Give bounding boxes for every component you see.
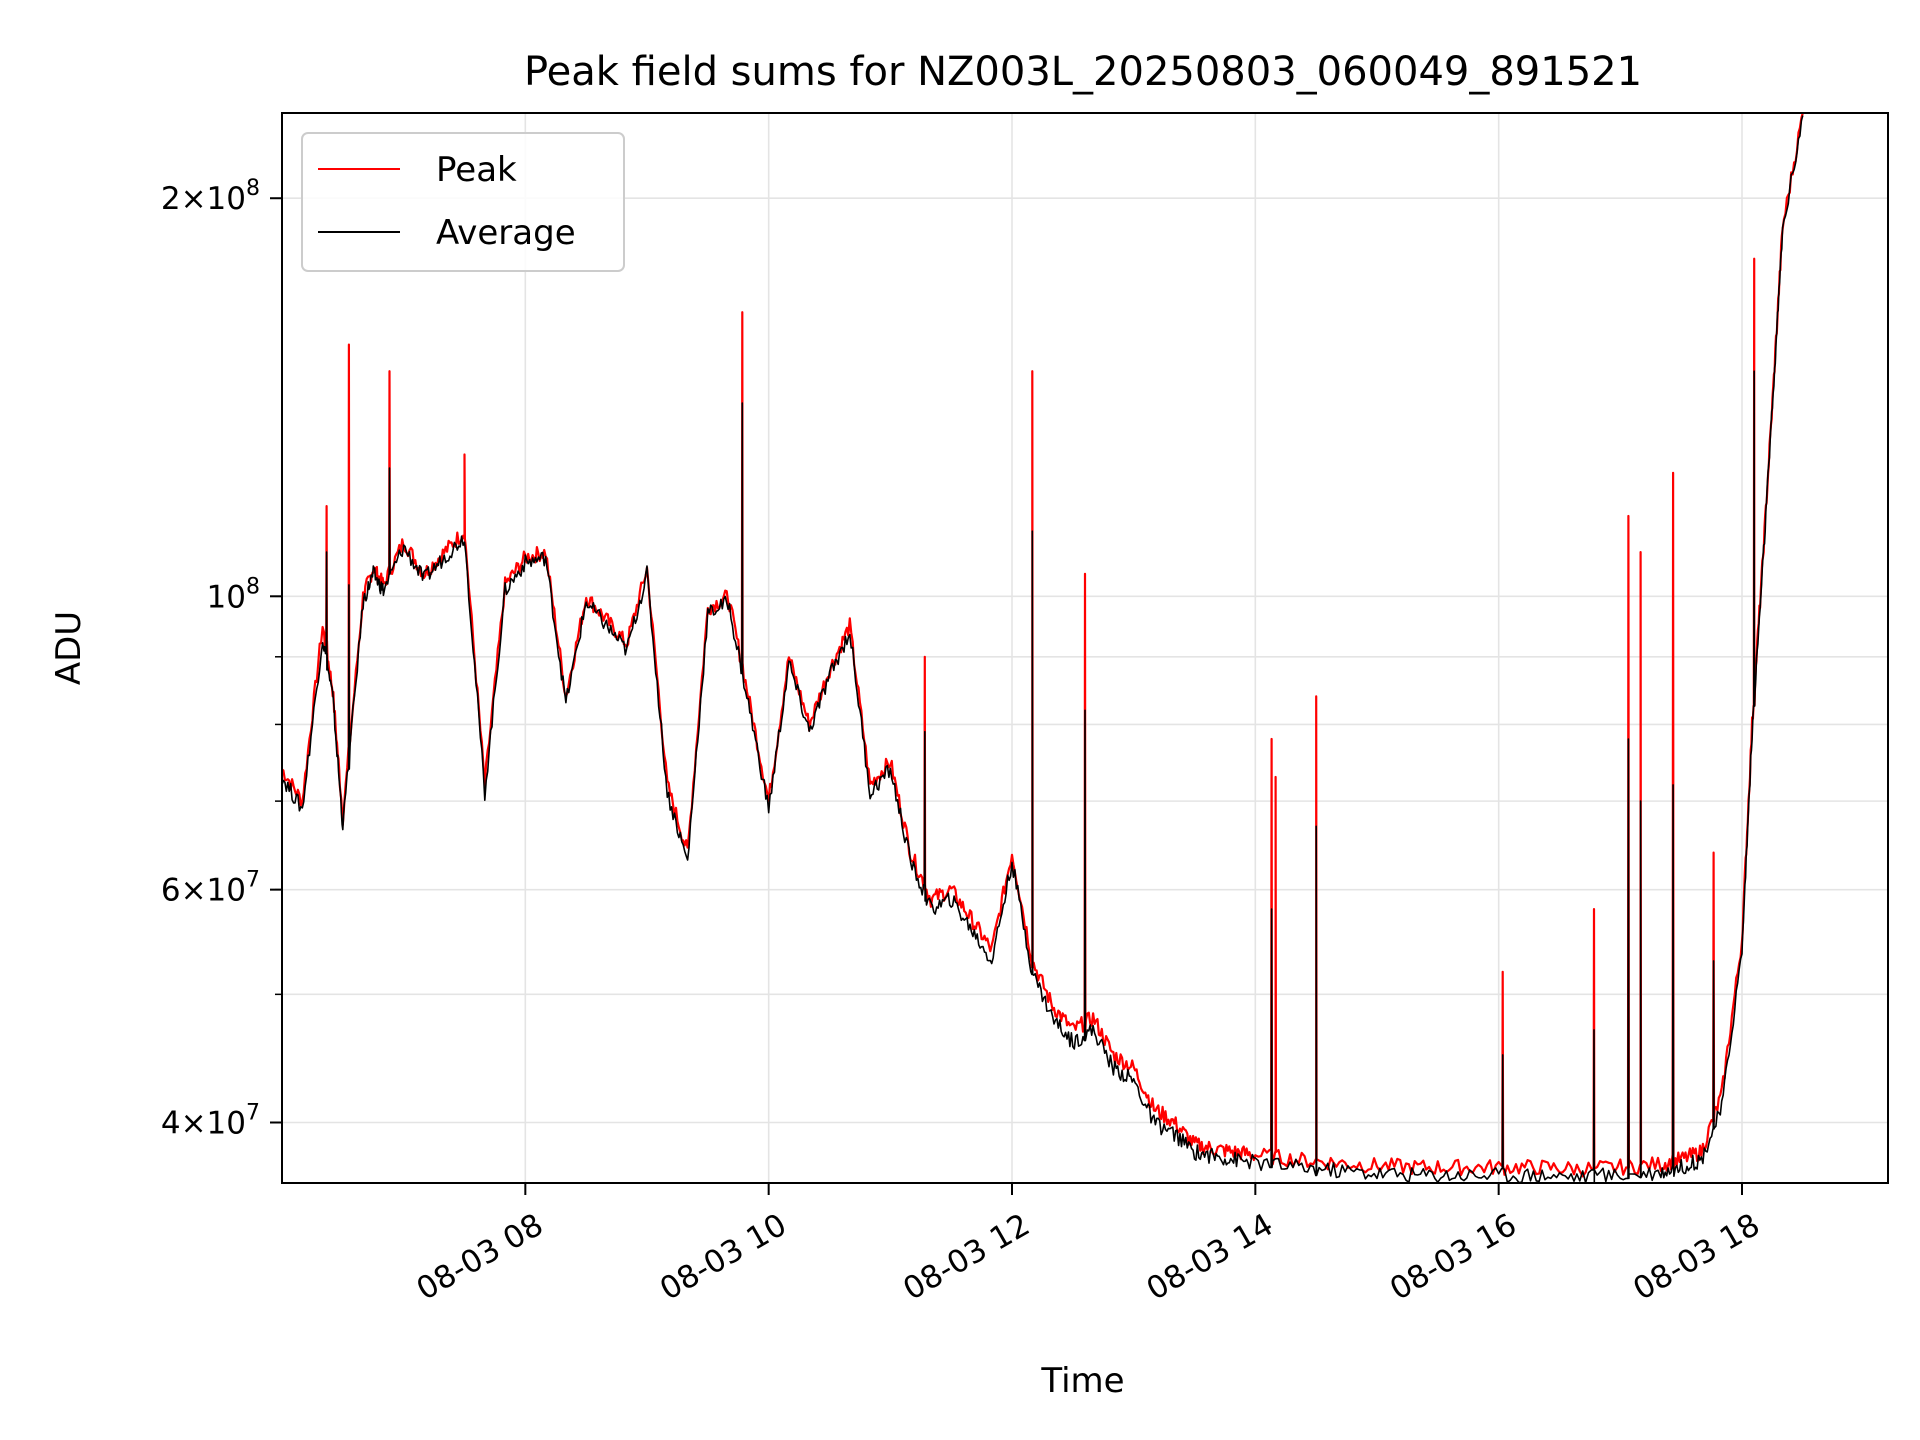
- y-axis-label: ADU: [49, 611, 89, 685]
- series-line-peak: [282, 113, 1804, 1178]
- plot-area: [282, 113, 1804, 1183]
- y-tick-label: 6×107: [161, 868, 260, 909]
- series-line-average: [282, 115, 1804, 1183]
- legend-box: [301, 132, 625, 272]
- x-axis-label: Time: [1040, 1361, 1124, 1401]
- legend-label-peak: Peak: [436, 150, 517, 190]
- y-axis: 4×107 6×107 108 2×108: [161, 176, 282, 1141]
- legend-label-average: Average: [436, 213, 576, 253]
- y-tick-label: 108: [207, 574, 260, 615]
- y-tick-label: 4×107: [161, 1100, 260, 1141]
- plot-frame: [281, 112, 1889, 1184]
- y-tick-label: 2×108: [161, 176, 260, 217]
- chart-title: Peak field sums for NZ003L_20250803_0600…: [524, 49, 1642, 95]
- legend: Peak Average: [301, 132, 625, 272]
